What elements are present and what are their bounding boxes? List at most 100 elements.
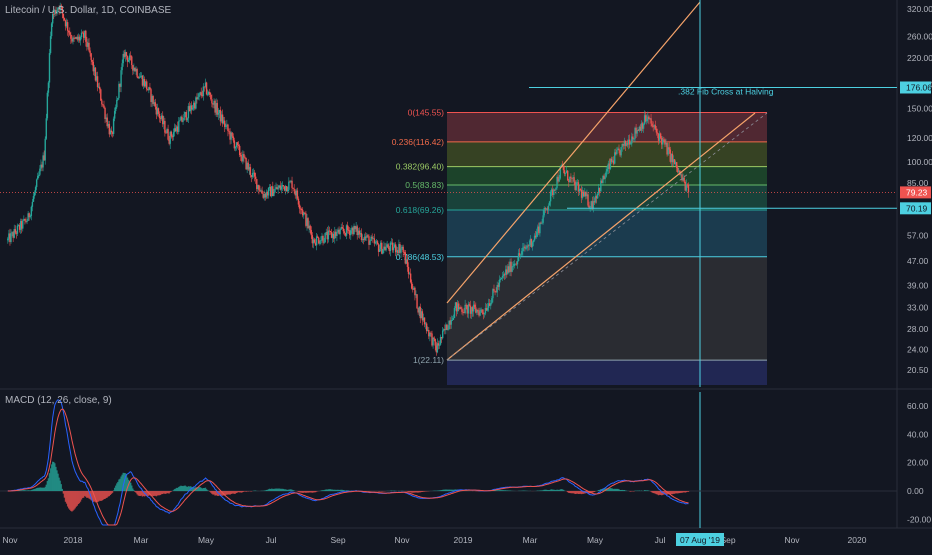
candle-body — [686, 184, 687, 190]
candle-body — [182, 120, 183, 121]
candle-body — [89, 51, 90, 54]
candle-body — [548, 206, 549, 210]
candle-body — [633, 139, 634, 140]
candle-body — [49, 53, 50, 82]
price-axis[interactable]: 320.00260.00220.00180.00150.00120.00100.… — [900, 4, 932, 375]
candle-body — [500, 279, 501, 280]
price-tick-label: 33.00 — [907, 302, 929, 312]
candle-body — [10, 233, 11, 242]
price-tick-label: 120.00 — [907, 133, 932, 143]
candle-body — [660, 133, 661, 137]
fib-cross-annotation: .382 Fib Cross at Halving — [678, 86, 774, 96]
candle-body — [529, 245, 530, 246]
candle-body — [192, 108, 193, 110]
candle-body — [605, 171, 606, 176]
candle-body — [683, 178, 684, 182]
candle-body — [477, 310, 478, 311]
candle-body — [115, 107, 116, 111]
candle-body — [461, 309, 462, 312]
candle-body — [281, 187, 282, 190]
candle-body — [211, 99, 212, 103]
candle-body — [30, 216, 31, 217]
candle-body — [511, 266, 512, 272]
candle-body — [291, 181, 292, 188]
candle-body — [274, 189, 275, 193]
candle-body — [209, 92, 210, 95]
macd-histogram-bar — [688, 491, 689, 492]
candle-body — [243, 154, 244, 157]
candle-body — [597, 193, 598, 198]
candle-body — [37, 176, 38, 180]
time-tick-label: Jul — [266, 535, 277, 545]
candle-body — [367, 235, 368, 236]
macd-histogram-bar — [112, 491, 113, 493]
candle-body — [554, 190, 555, 191]
candle-body — [210, 95, 211, 99]
candle-body — [524, 247, 525, 249]
candle-body — [187, 118, 188, 120]
candle-body — [499, 280, 500, 287]
candle-body — [342, 227, 343, 228]
candle-body — [67, 22, 68, 31]
candle-body — [64, 18, 65, 20]
time-tick-label: Nov — [394, 535, 410, 545]
candle-body — [139, 78, 140, 79]
price-tag-label: 176.06 — [906, 82, 932, 92]
candle-body — [292, 188, 293, 189]
candle-body — [570, 177, 571, 178]
candle-body — [15, 229, 16, 233]
candle-body — [447, 329, 448, 330]
candle-body — [116, 100, 117, 107]
candle-body — [273, 192, 274, 196]
candle-body — [252, 173, 253, 177]
candle-body — [452, 320, 453, 321]
candle-body — [618, 149, 619, 151]
candle-body — [207, 94, 208, 95]
candle-body — [361, 233, 362, 240]
candle-body — [117, 98, 118, 100]
candle-body — [620, 147, 621, 155]
candle-body — [491, 298, 492, 303]
time-tick-label: Mar — [523, 535, 538, 545]
fib-zone — [447, 185, 767, 210]
candle-body — [158, 108, 159, 114]
candle-body — [100, 89, 101, 100]
fib-level-label: 0.5(83.83) — [405, 180, 444, 190]
halving-date-label: 07 Aug '19 — [680, 535, 720, 545]
candle-body — [521, 251, 522, 255]
macd-tick-label: 0.00 — [907, 486, 924, 496]
candle-body — [201, 92, 202, 95]
candle-body — [479, 310, 480, 316]
candle-body — [343, 228, 344, 231]
candle-body — [101, 101, 102, 105]
candle-body — [484, 313, 485, 314]
symbol-title: Litecoin / U.S. Dollar, 1D, COINBASE — [5, 5, 171, 16]
candle-body — [183, 114, 184, 120]
fib-zone — [447, 142, 767, 167]
candle-body — [454, 308, 455, 318]
candle-body — [70, 35, 71, 39]
candle-body — [344, 231, 345, 233]
candle-body — [31, 207, 32, 216]
candle-body — [317, 236, 318, 237]
candle-body — [435, 339, 436, 346]
candle-body — [46, 118, 47, 139]
macd-title: MACD (12, 26, close, 9) — [5, 395, 112, 406]
candle-body — [179, 120, 180, 121]
candle-body — [90, 53, 91, 60]
candle-body — [347, 225, 348, 230]
price-tick-label: 57.00 — [907, 231, 929, 241]
candle-body — [414, 288, 415, 295]
candle-body — [377, 241, 378, 244]
candle-body — [254, 173, 255, 177]
candle-body — [651, 124, 652, 127]
candle-body — [614, 152, 615, 163]
time-tick-label: 2018 — [64, 535, 83, 545]
candle-body — [517, 261, 518, 264]
candle-body — [553, 190, 554, 195]
candle-body — [430, 333, 431, 334]
candle-body — [513, 266, 514, 267]
